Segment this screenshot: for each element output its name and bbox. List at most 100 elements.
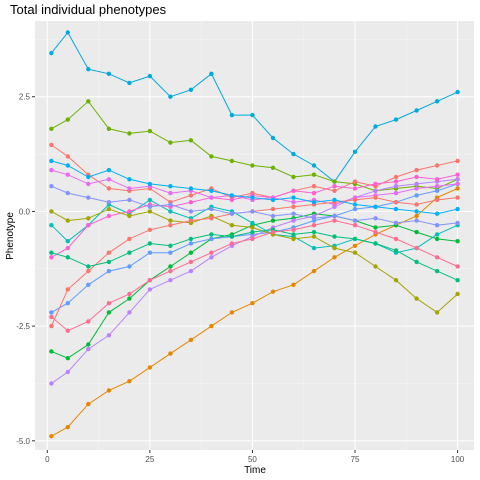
data-point <box>434 310 440 315</box>
data-point <box>291 282 296 287</box>
data-point <box>393 206 399 212</box>
data-point <box>49 209 54 214</box>
data-point <box>250 301 255 306</box>
data-point <box>127 209 132 214</box>
data-point <box>434 232 440 237</box>
data-point <box>311 229 317 235</box>
data-point <box>65 356 71 361</box>
data-point <box>65 30 71 35</box>
data-point <box>291 200 296 205</box>
data-point <box>168 94 173 99</box>
data-point <box>455 278 460 283</box>
data-point <box>188 250 194 255</box>
data-point <box>86 346 91 352</box>
data-point <box>311 200 317 205</box>
data-point <box>209 216 214 221</box>
data-point <box>311 163 317 168</box>
data-point <box>414 259 419 265</box>
data-point <box>65 255 71 260</box>
data-point <box>393 179 399 184</box>
data-point <box>86 223 91 228</box>
data-point <box>434 268 440 274</box>
data-point <box>49 434 54 439</box>
data-point <box>455 220 460 226</box>
data-point <box>127 131 132 136</box>
data-point <box>332 197 337 203</box>
data-point <box>127 236 132 242</box>
data-point <box>49 250 54 255</box>
data-point <box>147 197 153 203</box>
data-point <box>455 195 460 200</box>
data-point <box>188 241 194 246</box>
data-point <box>250 163 255 168</box>
data-point <box>434 188 440 193</box>
x-tick-label: 50 <box>248 455 257 464</box>
data-point <box>291 174 296 180</box>
data-point <box>65 172 71 177</box>
data-point <box>49 323 54 329</box>
data-point <box>49 381 54 386</box>
data-point <box>65 218 71 223</box>
data-point <box>49 310 54 315</box>
data-point <box>65 163 71 168</box>
data-point <box>270 289 276 294</box>
data-point <box>311 234 317 239</box>
data-point <box>49 184 54 189</box>
data-point <box>311 216 317 221</box>
data-point <box>373 188 378 193</box>
data-point <box>270 206 276 212</box>
data-point <box>455 239 460 244</box>
series-layer <box>49 30 460 439</box>
data-point <box>209 195 214 200</box>
x-tick-labels: 0 25 50 75 100 <box>45 455 465 464</box>
data-point <box>434 184 440 189</box>
data-point <box>147 250 153 255</box>
data-point <box>49 158 54 164</box>
data-point <box>250 220 255 226</box>
data-point <box>270 165 276 170</box>
data-point <box>291 204 296 209</box>
data-point <box>168 190 173 196</box>
data-point <box>209 71 214 77</box>
data-point <box>127 177 132 182</box>
data-point <box>147 73 153 79</box>
data-point <box>352 250 358 255</box>
data-point <box>270 213 276 219</box>
data-point <box>311 245 317 251</box>
x-tick-label: 100 <box>451 455 465 464</box>
axis-ticks <box>32 96 459 453</box>
data-point <box>86 216 91 221</box>
data-point <box>455 172 460 177</box>
data-point <box>373 124 378 129</box>
data-point <box>455 181 460 187</box>
data-point <box>86 342 91 347</box>
data-point <box>291 195 296 200</box>
data-point <box>250 112 255 118</box>
data-point <box>168 351 173 356</box>
data-point <box>393 184 399 189</box>
data-point <box>311 172 317 177</box>
data-point <box>434 223 440 228</box>
data-point <box>188 200 194 205</box>
data-point <box>86 67 91 72</box>
data-point <box>414 296 419 301</box>
data-point <box>86 181 91 187</box>
data-point <box>168 250 173 255</box>
data-point <box>127 80 132 86</box>
data-point <box>373 229 378 235</box>
data-point <box>291 232 296 237</box>
data-point <box>373 264 378 269</box>
data-point <box>127 264 132 269</box>
data-point <box>209 188 214 193</box>
data-point <box>311 268 317 274</box>
data-point <box>270 218 276 223</box>
x-tick-label: 75 <box>351 455 360 464</box>
data-point <box>434 211 440 216</box>
data-point <box>250 236 255 242</box>
data-point <box>250 229 255 235</box>
y-tick-label: -5.0 <box>16 437 30 446</box>
data-point <box>414 213 419 219</box>
data-point <box>49 314 54 320</box>
data-point <box>270 135 276 141</box>
